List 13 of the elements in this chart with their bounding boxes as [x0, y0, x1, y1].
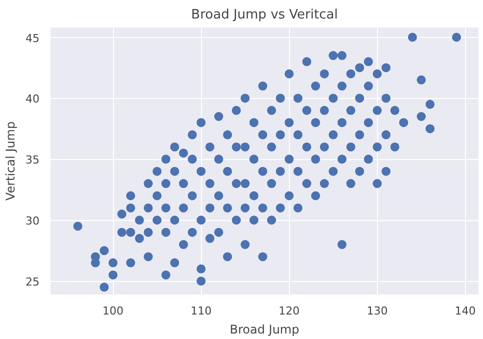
x-tick-label: 120 [278, 304, 300, 318]
y-tick-label: 40 [26, 92, 40, 106]
y-tick-label: 35 [26, 154, 40, 167]
y-axis-title: Vertical Jump [4, 121, 18, 201]
x-tick-label: 130 [366, 304, 388, 318]
chart-title: Broad Jump vs Veritcal [191, 8, 338, 22]
y-tick-label: 30 [26, 214, 40, 228]
y-tick-label: 45 [26, 32, 40, 45]
x-tick-label: 140 [454, 304, 476, 318]
x-tick-label: 110 [190, 304, 212, 318]
y-tick-label: 25 [26, 276, 40, 289]
x-axis-title: Broad Jump [230, 322, 300, 336]
x-tick-label: 100 [102, 304, 124, 318]
